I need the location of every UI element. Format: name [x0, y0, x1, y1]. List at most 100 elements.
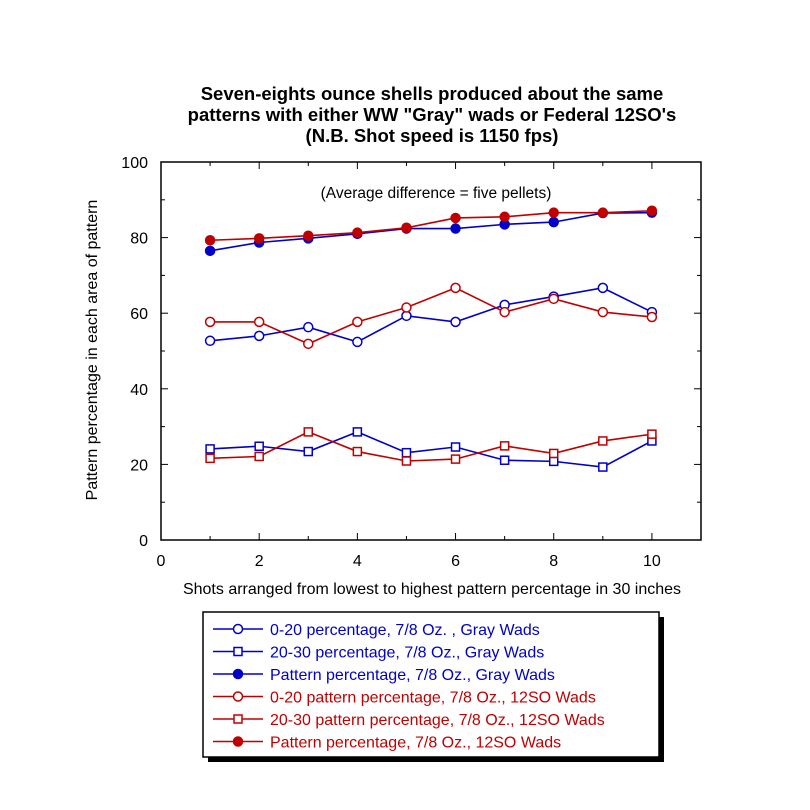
data-point	[254, 441, 264, 452]
data-point	[598, 436, 608, 446]
data-point	[548, 456, 559, 467]
series-line	[210, 287, 653, 343]
data-point	[499, 441, 510, 451]
legend-item: 20-30 pattern percentage, 7/8 Oz., 12SO …	[213, 712, 605, 729]
x-tick-label: 6	[451, 553, 460, 570]
chart-title-line-1: Seven-eights ounce shells produced about…	[201, 83, 664, 104]
legend-item: Pattern percentage, 7/8 Oz., 12SO Wads	[213, 735, 561, 752]
series-1	[204, 282, 658, 348]
data-point	[303, 446, 314, 457]
series-line	[210, 209, 652, 242]
legend-label: Pattern percentage, 7/8 Oz., 12SO Wads	[270, 735, 561, 752]
data-point	[204, 335, 216, 347]
series-5	[205, 427, 657, 466]
data-point	[401, 447, 412, 458]
legend-marker	[232, 736, 244, 747]
series-2	[205, 427, 657, 472]
data-point	[597, 207, 609, 218]
y-axis-label: Pattern percentage in each area of patte…	[84, 200, 101, 501]
chart-title-line-2: patterns with either WW "Gray" wads or F…	[188, 104, 677, 125]
data-point	[303, 427, 314, 437]
x-tick-label: 4	[353, 553, 362, 570]
data-point	[401, 302, 412, 313]
data-point	[450, 212, 461, 224]
data-point	[253, 316, 265, 328]
data-point	[450, 454, 461, 464]
legend-items: 0-20 percentage, 7/8 Oz. , Gray Wads 20-3…	[213, 622, 605, 752]
data-point	[647, 429, 657, 439]
data-point	[499, 211, 510, 223]
data-point	[352, 427, 363, 437]
series-layer	[204, 205, 658, 472]
y-tick-label: 40	[130, 382, 148, 399]
data-point	[352, 446, 363, 457]
data-point	[548, 293, 559, 305]
data-point	[352, 316, 363, 328]
data-point	[499, 455, 510, 465]
y-tick-label: 80	[130, 231, 148, 248]
y-tick-label: 100	[121, 155, 148, 172]
series-line	[210, 431, 653, 462]
legend-label: 20-30 pattern percentage, 7/8 Oz., 12SO …	[270, 712, 605, 729]
legend-label: 20-30 percentage, 7/8 Oz., Gray Wads	[270, 645, 544, 662]
data-point	[401, 456, 412, 466]
series-6	[204, 205, 658, 246]
legend-marker	[232, 623, 244, 635]
data-point	[303, 230, 314, 241]
legend-box	[202, 611, 660, 758]
data-point	[499, 306, 510, 318]
data-point	[646, 311, 658, 323]
data-point	[548, 448, 559, 459]
chart-title: Seven-eights ounce shells produced about…	[188, 83, 677, 146]
data-point	[450, 442, 461, 452]
chart-title-line-3: (N.B. Shot speed is 1150 fps)	[306, 125, 559, 146]
data-point	[597, 306, 609, 318]
data-point	[598, 462, 608, 472]
data-point	[205, 444, 215, 454]
legend-item: 0-20 pattern percentage, 7/8 Oz., 12SO W…	[213, 690, 596, 707]
data-point	[352, 336, 363, 348]
y-tick-label: 20	[130, 457, 148, 474]
x-tick-label: 2	[255, 553, 264, 570]
data-point	[401, 222, 412, 234]
data-point	[450, 282, 461, 294]
axis-ticks: 0 20 40 60 80 100 0 2 4 6 8 10	[121, 155, 701, 570]
data-point	[303, 321, 314, 333]
series-line	[210, 286, 652, 345]
data-point	[597, 282, 609, 294]
x-axis-label: Shots arranged from lowest to highest pa…	[183, 581, 681, 598]
annotation-average-difference: (Average difference = five pellets)	[321, 185, 552, 202]
x-tick-label: 8	[549, 553, 558, 570]
data-point	[205, 453, 215, 464]
y-tick-label: 0	[139, 533, 148, 550]
data-point	[253, 233, 265, 244]
legend-item: 0-20 percentage, 7/8 Oz. , Gray Wads	[213, 622, 540, 639]
data-point	[450, 316, 461, 328]
data-point	[450, 223, 461, 234]
data-point	[204, 234, 216, 246]
series-4	[204, 282, 658, 350]
series-line	[209, 211, 652, 252]
data-point	[646, 205, 658, 217]
legend-item: 20-30 percentage, 7/8 Oz., Gray Wads	[213, 645, 544, 662]
data-point	[204, 316, 216, 328]
series-line	[210, 431, 653, 468]
y-tick-label: 60	[130, 306, 148, 323]
data-point	[254, 451, 264, 462]
x-tick-label: 0	[157, 553, 166, 570]
x-tick-label: 10	[643, 553, 661, 570]
data-point	[253, 330, 265, 342]
data-point	[352, 227, 363, 238]
legend: 0-20 percentage, 7/8 Oz. , Gray Wads 20-3…	[202, 611, 664, 762]
legend-marker	[233, 646, 243, 657]
legend-label: 0-20 pattern percentage, 7/8 Oz., 12SO W…	[270, 690, 596, 707]
data-point	[548, 207, 559, 218]
data-point	[303, 338, 314, 350]
data-point	[204, 245, 216, 257]
legend-marker	[232, 668, 244, 680]
series-3	[204, 207, 658, 257]
legend-item: Pattern percentage, 7/8 Oz., Gray Wads	[213, 667, 555, 684]
legend-marker	[232, 691, 244, 702]
legend-label: Pattern percentage, 7/8 Oz., Gray Wads	[270, 667, 555, 684]
